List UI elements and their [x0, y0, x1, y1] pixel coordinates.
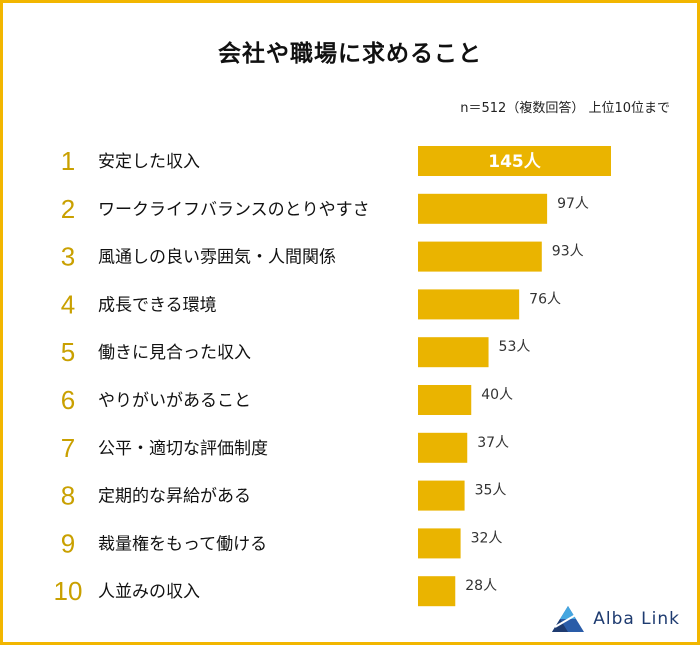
category-label: 人並みの収入: [98, 582, 200, 602]
value-label: 76人: [529, 291, 561, 307]
bar: [418, 193, 548, 224]
rank-number: 8: [61, 481, 75, 511]
bar: [418, 528, 461, 559]
value-label: 53人: [499, 339, 531, 355]
value-label: 35人: [475, 483, 507, 499]
category-label: 安定した収入: [98, 152, 200, 172]
category-label: やりがいがあること: [98, 391, 251, 411]
bar: [418, 146, 611, 176]
rank-number: 4: [61, 289, 75, 319]
bar: [418, 576, 456, 607]
category-label: ワークライフバランスのとりやすさ: [98, 200, 370, 220]
sample-note: n＝512（複数回答） 上位10位まで: [460, 101, 670, 116]
bar: [418, 385, 472, 415]
category-label: 公平・適切な評価制度: [98, 439, 268, 459]
alba-link-triangle-icon: [552, 606, 585, 632]
value-label: 93人: [552, 244, 584, 260]
logo-text: Alba Link: [593, 609, 680, 629]
category-label: 働きに見合った収入: [98, 343, 251, 363]
value-label: 40人: [481, 387, 513, 403]
bar: [418, 241, 542, 272]
rank-number: 3: [61, 242, 75, 272]
value-label: 28人: [465, 578, 497, 594]
bar: [418, 480, 465, 511]
rank-number: 9: [61, 528, 75, 558]
rank-number: 6: [61, 385, 75, 415]
chart-title: 会社や職場に求めること: [218, 41, 482, 67]
category-label: 成長できる環境: [98, 295, 217, 315]
bar: [418, 432, 468, 463]
rank-number: 2: [61, 194, 75, 224]
alba-link-logo: Alba Link: [551, 605, 680, 633]
value-label: 145人: [488, 152, 541, 172]
value-label: 37人: [477, 435, 509, 451]
value-label: 97人: [557, 196, 589, 212]
value-label: 32人: [471, 530, 503, 546]
bar: [418, 289, 520, 320]
rank-number: 7: [61, 433, 75, 463]
category-label: 風通しの良い雰囲気・人間関係: [98, 248, 336, 268]
rank-number: 10: [54, 576, 83, 606]
category-label: 裁量権をもって働ける: [98, 534, 267, 554]
bar: [418, 337, 489, 368]
rank-number: 5: [61, 337, 75, 367]
rank-number: 1: [61, 146, 75, 176]
category-label: 定期的な昇給がある: [98, 487, 251, 507]
